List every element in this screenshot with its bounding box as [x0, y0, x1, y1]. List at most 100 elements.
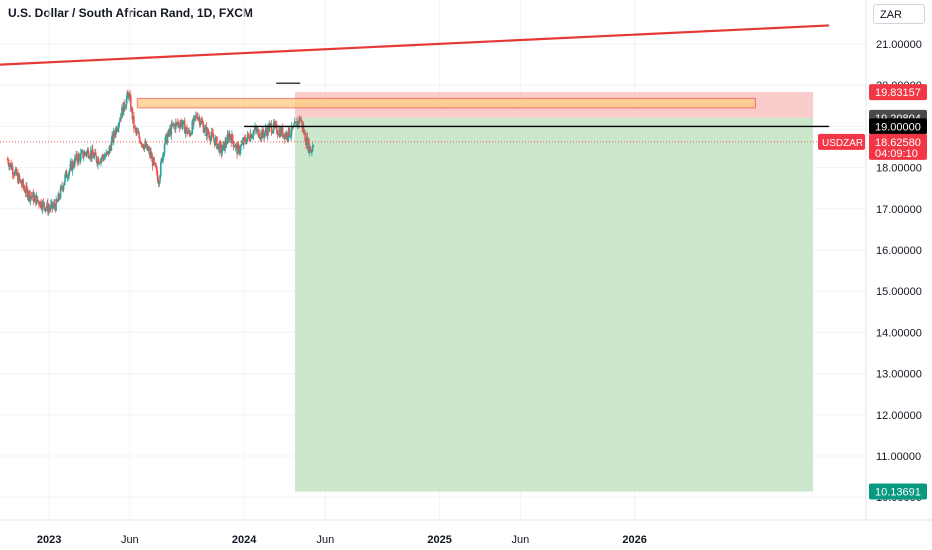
candle-body	[69, 163, 72, 170]
candle-body	[48, 208, 51, 210]
candle-body	[63, 182, 66, 186]
candle-body	[259, 137, 262, 139]
candle-body	[281, 127, 284, 137]
candle-body	[19, 179, 21, 181]
candle	[158, 180, 161, 187]
candle-body	[204, 127, 206, 132]
y-tick-label: 18.00000	[876, 163, 922, 175]
candle	[139, 136, 141, 144]
candle	[184, 127, 187, 139]
candle-body	[272, 130, 274, 133]
price-label-text: 19.00000	[875, 121, 921, 133]
candle-body	[252, 135, 254, 137]
candle-body	[73, 166, 75, 168]
candle	[256, 126, 259, 136]
candle-body	[210, 131, 213, 137]
candle-body	[221, 151, 223, 154]
candle-body	[207, 133, 210, 135]
x-tick-label: 2023	[37, 534, 61, 546]
candle-body	[104, 156, 107, 158]
candle-body	[257, 129, 260, 138]
candle-body	[234, 144, 237, 148]
candle	[11, 162, 14, 179]
candle	[299, 115, 301, 123]
candle-body	[166, 135, 169, 144]
candle-body	[61, 185, 63, 189]
candle	[154, 162, 157, 168]
candle-body	[118, 120, 121, 123]
candle-body	[100, 157, 103, 159]
candle-body	[210, 136, 212, 141]
candle	[147, 146, 149, 152]
candle-body	[41, 201, 44, 210]
candle-body	[237, 145, 239, 155]
candle	[77, 152, 80, 166]
candle	[189, 130, 192, 137]
candle-body	[82, 150, 84, 158]
candle-body	[138, 132, 140, 138]
take-profit-zone	[294, 117, 814, 492]
candle-body	[231, 134, 234, 141]
candle	[216, 144, 219, 151]
candle-body	[256, 129, 259, 132]
candle-body	[208, 134, 211, 139]
candle	[68, 168, 71, 176]
candle-body	[124, 108, 126, 110]
candle-body	[197, 117, 200, 120]
candle	[309, 146, 312, 153]
candle-body	[246, 133, 249, 139]
candle	[276, 129, 279, 139]
candle-body	[199, 123, 202, 125]
currency-selector-button[interactable]: ZAR	[873, 4, 925, 24]
candle	[304, 129, 306, 142]
candle-body	[198, 117, 201, 125]
candle-body	[219, 142, 221, 153]
candle	[182, 120, 185, 129]
candle	[222, 144, 224, 152]
candle-body	[179, 123, 182, 128]
candle-body	[119, 117, 122, 121]
candle-body	[308, 139, 310, 153]
candle-body	[87, 149, 90, 157]
price-label-bg	[869, 118, 927, 135]
candle	[212, 129, 214, 139]
candle	[226, 129, 229, 145]
candle	[131, 106, 134, 124]
candle-body	[265, 128, 268, 132]
candle	[224, 137, 226, 154]
candle-body	[186, 132, 189, 134]
candle-body	[212, 133, 214, 139]
candle	[44, 208, 47, 214]
candle-body	[29, 191, 31, 201]
drawings	[0, 24, 866, 143]
candle-body	[201, 122, 204, 124]
candle	[150, 147, 152, 162]
candle	[287, 138, 289, 143]
candle-body	[143, 145, 146, 150]
candle-body	[102, 155, 105, 158]
candle-body	[238, 145, 241, 153]
candle	[47, 203, 50, 216]
candle-body	[33, 196, 36, 202]
candle	[257, 128, 260, 139]
last-price-label-bg	[869, 133, 927, 160]
candle	[159, 174, 161, 184]
candle-body	[55, 199, 57, 211]
candle-body	[271, 132, 274, 134]
candle-body	[84, 152, 87, 154]
position-zones	[136, 92, 814, 492]
symbol-label: USDZAR	[822, 138, 863, 149]
y-tick-label: 21.00000	[876, 39, 922, 51]
price-label: 10.13691	[869, 483, 927, 500]
candle-body	[232, 140, 235, 147]
candle-body	[20, 179, 22, 184]
candle-body	[220, 144, 223, 154]
candle-body	[136, 131, 139, 133]
candle-body	[100, 158, 102, 163]
resistance-trendline[interactable]	[0, 24, 830, 66]
candle-body	[127, 92, 129, 94]
candle-body	[270, 123, 273, 133]
candle-body	[243, 137, 246, 139]
candle	[79, 148, 82, 163]
